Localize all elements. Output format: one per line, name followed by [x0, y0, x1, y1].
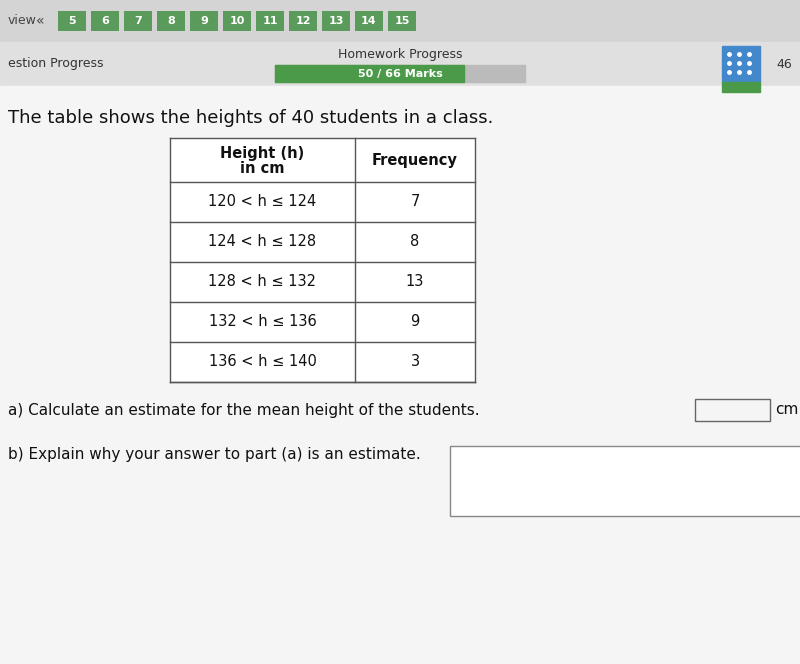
- Text: 132 < h ≤ 136: 132 < h ≤ 136: [209, 315, 316, 329]
- Text: 10: 10: [230, 16, 245, 26]
- Bar: [450, 446, 800, 516]
- Text: Frequency: Frequency: [372, 153, 458, 167]
- Text: 9: 9: [410, 315, 420, 329]
- Text: 8: 8: [167, 16, 175, 26]
- Text: 120 < h ≤ 124: 120 < h ≤ 124: [208, 195, 317, 210]
- Bar: [157, 11, 185, 31]
- Text: 14: 14: [361, 16, 377, 26]
- Bar: [124, 11, 152, 31]
- Text: 7: 7: [134, 16, 142, 26]
- Text: Height (h): Height (h): [220, 146, 305, 161]
- Bar: [0, 42, 800, 86]
- Bar: [355, 11, 383, 31]
- Bar: [170, 138, 475, 382]
- Bar: [388, 11, 416, 31]
- Text: The table shows the heights of 40 students in a class.: The table shows the heights of 40 studen…: [8, 109, 494, 127]
- Text: 12: 12: [295, 16, 310, 26]
- Bar: [223, 11, 251, 31]
- Text: estion Progress: estion Progress: [8, 58, 103, 70]
- Text: b) Explain why your answer to part (a) is an estimate.: b) Explain why your answer to part (a) i…: [8, 446, 421, 461]
- Bar: [190, 11, 218, 31]
- Text: 136 < h ≤ 140: 136 < h ≤ 140: [209, 355, 317, 369]
- Bar: [695, 399, 770, 421]
- Text: 15: 15: [394, 16, 410, 26]
- Bar: [91, 11, 119, 31]
- Bar: [289, 11, 317, 31]
- Text: a) Calculate an estimate for the mean height of the students.: a) Calculate an estimate for the mean he…: [8, 402, 480, 418]
- Text: view: view: [8, 15, 37, 27]
- Bar: [58, 11, 86, 31]
- Text: 46: 46: [776, 58, 792, 70]
- Text: 50 / 66 Marks: 50 / 66 Marks: [358, 68, 442, 78]
- Bar: [722, 46, 760, 82]
- Bar: [0, 0, 800, 42]
- Bar: [322, 11, 350, 31]
- Text: Homework Progress: Homework Progress: [338, 48, 462, 61]
- Text: 13: 13: [328, 16, 344, 26]
- Text: 7: 7: [410, 195, 420, 210]
- Bar: [275, 65, 464, 82]
- Text: «: «: [36, 14, 45, 28]
- Text: cm: cm: [775, 402, 798, 418]
- Bar: [256, 11, 284, 31]
- Bar: [0, 86, 800, 664]
- Text: in cm: in cm: [240, 161, 285, 177]
- Bar: [722, 82, 760, 92]
- Text: 124 < h ≤ 128: 124 < h ≤ 128: [209, 234, 317, 250]
- Text: 3: 3: [410, 355, 419, 369]
- Text: 8: 8: [410, 234, 420, 250]
- Text: 6: 6: [101, 16, 109, 26]
- Text: 13: 13: [406, 274, 424, 290]
- Text: 11: 11: [262, 16, 278, 26]
- Text: 128 < h ≤ 132: 128 < h ≤ 132: [209, 274, 317, 290]
- Text: 5: 5: [68, 16, 76, 26]
- Bar: [275, 65, 525, 82]
- Text: 9: 9: [200, 16, 208, 26]
